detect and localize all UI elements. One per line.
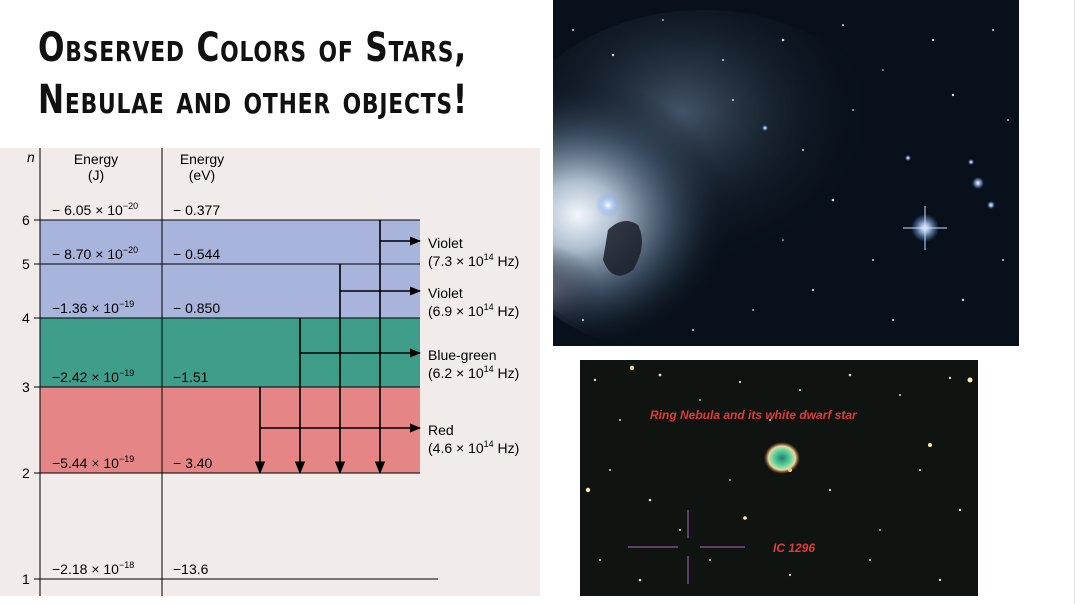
ic-1296-crosshair: [628, 510, 745, 584]
energy-j-label: − 8.70 × 10−20: [52, 245, 138, 262]
slide-edge-line: [1074, 0, 1075, 604]
line-color-label: Violet: [428, 285, 463, 301]
line-frequency-label: (6.9 × 1014 Hz): [428, 302, 519, 319]
level-n-label: 5: [22, 256, 30, 272]
ic-1296-label: IC 1296: [773, 541, 815, 555]
energy-j-label: −1.36 × 10−19: [52, 299, 134, 316]
energy-ev-label: − 3.40: [173, 455, 213, 471]
ring-nebula-caption: Ring Nebula and its white dwarf star: [650, 408, 858, 422]
n-header: n: [27, 149, 35, 165]
energy-j-label: −2.42 × 10−19: [52, 368, 134, 385]
energy-level-diagram: n Energy (J) Energy (eV) 6 5 4 3 2 1 − 6…: [0, 148, 540, 596]
slide-title-line-1: Observed Colors of Stars,: [38, 25, 467, 71]
line-frequency-label: (7.3 × 1014 Hz): [428, 252, 519, 269]
energy-ev-label: − 0.377: [173, 202, 220, 218]
level-n-label: 1: [22, 571, 30, 587]
line-frequency-label: (4.6 × 1014 Hz): [428, 439, 519, 456]
orion-nebula-photo: [553, 0, 1019, 346]
energy-ev-unit: (eV): [189, 167, 215, 183]
energy-ev-label: − 0.850: [173, 300, 220, 316]
line-frequency-label: (6.2 × 1014 Hz): [428, 364, 519, 381]
energy-ev-label: −13.6: [173, 561, 209, 577]
violet-band: [40, 220, 420, 318]
energy-ev-label: − 0.544: [173, 246, 220, 262]
line-color-label: Blue-green: [428, 347, 497, 363]
line-color-label: Violet: [428, 235, 463, 251]
ring-nebula-photo: Ring Nebula and its white dwarf star IC …: [580, 360, 978, 596]
energy-j-label: −2.18 × 10−18: [52, 560, 134, 577]
energy-j-label: −5.44 × 10−19: [52, 454, 134, 471]
level-n-label: 2: [22, 465, 30, 481]
line-color-label: Red: [428, 422, 454, 438]
slide-title: Observed Colors of Stars, Nebulae and ot…: [38, 22, 468, 126]
red-band: [40, 387, 420, 473]
energy-j-header: Energy: [74, 151, 118, 167]
slide-title-line-2: Nebulae and other objects!: [38, 77, 468, 123]
energy-ev-label: −1.51: [173, 369, 209, 385]
level-n-label: 3: [22, 379, 30, 395]
level-n-label: 6: [22, 212, 30, 228]
energy-j-unit: (J): [88, 167, 104, 183]
energy-j-label: − 6.05 × 10−20: [52, 201, 138, 218]
energy-ev-header: Energy: [180, 151, 224, 167]
level-n-label: 4: [22, 310, 30, 326]
